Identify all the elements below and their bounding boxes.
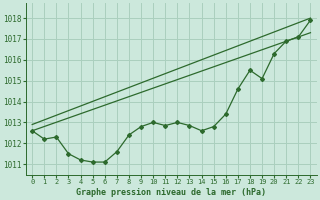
X-axis label: Graphe pression niveau de la mer (hPa): Graphe pression niveau de la mer (hPa) bbox=[76, 188, 266, 197]
